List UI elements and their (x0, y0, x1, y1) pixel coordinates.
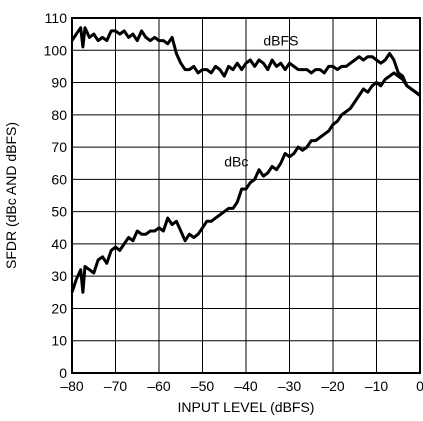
series-lines (70, 26, 421, 294)
x-tick-label: –20 (321, 378, 345, 394)
series-line-dbfs (70, 26, 421, 97)
y-tick-label: 20 (51, 300, 67, 316)
series-label-dbfs: dBFS (263, 32, 298, 48)
x-tick-labels: –80 –70 –60 –50 –40 –30 –20 –10 0 (60, 378, 423, 394)
y-tick-label: 10 (51, 333, 67, 349)
y-tick-label: 80 (51, 107, 67, 123)
y-tick-label: 90 (51, 75, 67, 91)
x-tick-label: –80 (60, 378, 84, 394)
y-tick-label: 50 (51, 204, 67, 220)
x-tick-label: –10 (365, 378, 389, 394)
series-line-dbc (70, 71, 421, 294)
y-axis-label: SFDR (dBc AND dBFS) (3, 122, 19, 269)
y-tick-label: 0 (59, 365, 67, 381)
y-tick-label: 70 (51, 139, 67, 155)
y-tick-label: 40 (51, 236, 67, 252)
grid-lines (71, 17, 421, 374)
y-tick-label: 110 (45, 10, 68, 26)
y-tick-label: 60 (51, 171, 67, 187)
x-axis-label: INPUT LEVEL (dBFS) (178, 399, 315, 415)
y-tick-label: 100 (44, 42, 68, 58)
x-tick-label: –40 (234, 378, 258, 394)
x-tick-label: 0 (416, 378, 423, 394)
series-label-dbc: dBc (224, 153, 248, 169)
x-tick-label: –70 (104, 378, 128, 394)
plot-frame (71, 17, 421, 374)
y-tick-label: 30 (51, 268, 67, 284)
x-tick-label: –50 (191, 378, 215, 394)
x-tick-label: –60 (147, 378, 171, 394)
x-tick-label: –30 (278, 378, 302, 394)
y-tick-labels: 0 10 20 30 40 50 60 70 80 90 100 110 (44, 10, 68, 381)
